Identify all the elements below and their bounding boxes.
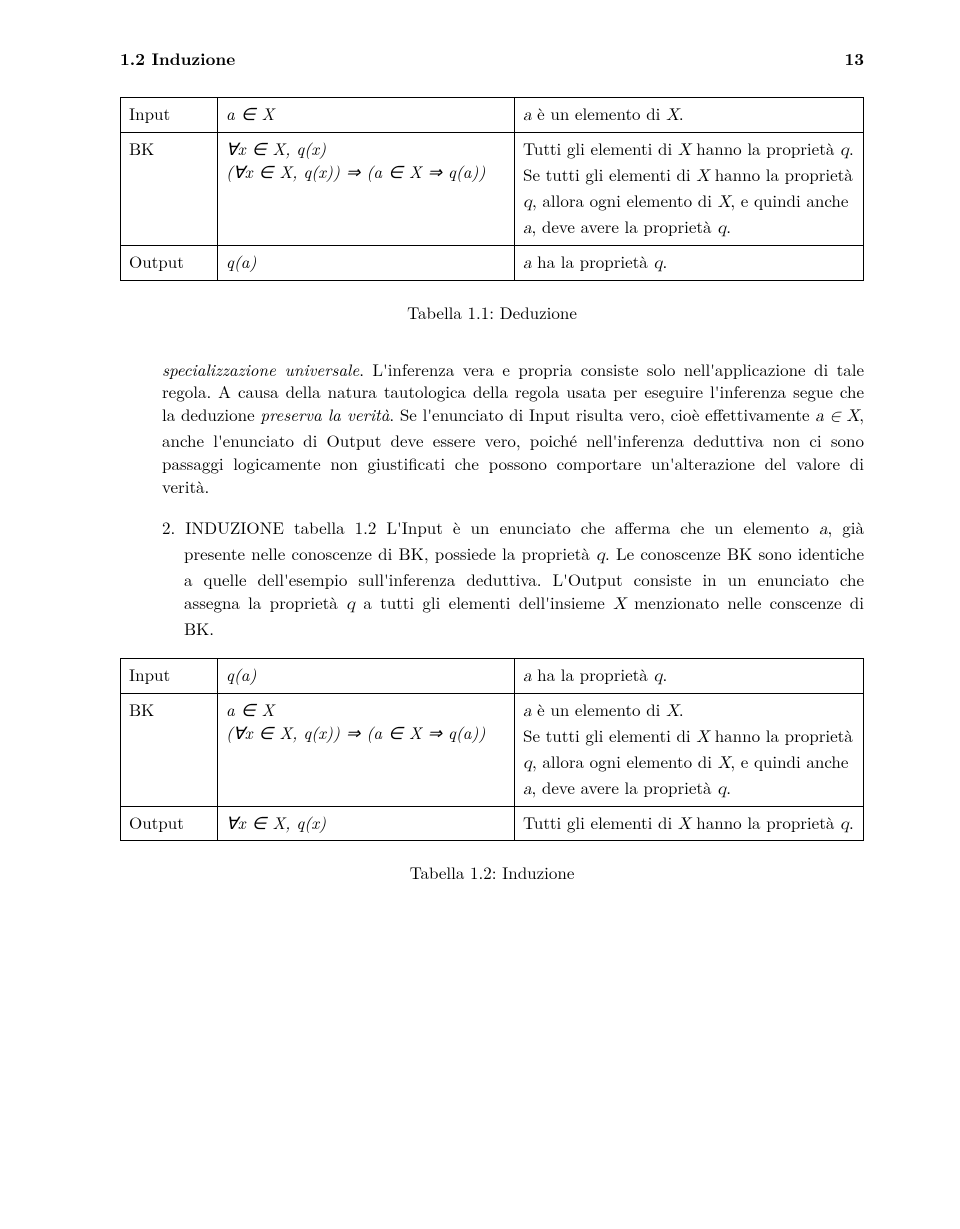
t1-input-desc: a è un elemento di X.: [515, 97, 864, 132]
term-specializzazione: specializzazione universale: [162, 357, 359, 381]
page-number: 13: [844, 48, 864, 71]
p2-q2-sym: q: [346, 596, 355, 613]
t2-input-desc: a ha la proprietà q.: [515, 658, 864, 693]
p1-d: . Se l'enunciato di Input risulta vero, …: [389, 402, 815, 426]
t2-bk-formula: a ∈ X (∀x ∈ X, q(x)) ⇒ (a ∈ X ⇒ q(a)): [218, 693, 515, 806]
t2-bk-desc: a è un elemento di X. Se tutti gli eleme…: [515, 693, 864, 806]
t1-output-label: Output: [121, 245, 218, 280]
item-number: 2.: [162, 515, 185, 539]
p2-a: INDUZIONE tabella 1.2 L'Input è un enunc…: [185, 515, 819, 539]
t1-bk-formula: ∀x ∈ X, q(x) (∀x ∈ X, q(x)) ⇒ (a ∈ X ⇒ q…: [218, 132, 515, 245]
p1-math: a ∈ X: [815, 408, 859, 425]
page-header: 1.2 Induzione 13: [120, 48, 864, 71]
t1-bk-desc: Tutti gli elementi di X hanno la proprie…: [515, 132, 864, 245]
t1-bk-label: BK: [121, 132, 218, 245]
t2-output-label: Output: [121, 806, 218, 841]
t2-input-formula: q(a): [218, 658, 515, 693]
t2-bk-formula-1: a ∈ X: [226, 698, 506, 721]
table-induzione: Input q(a) a ha la proprietà q. BK a ∈ X…: [120, 658, 864, 842]
paragraph-1: specializzazione universale. L'inferenza…: [162, 358, 864, 499]
t2-input-label: Input: [121, 658, 218, 693]
t2-output-desc: Tutti gli elementi di X hanno la proprie…: [515, 806, 864, 841]
p2-d: a tutti gli elementi dell'insieme: [355, 590, 613, 614]
caption-table-1: Tabella 1.1: Deduzione: [120, 301, 864, 324]
t1-input-formula: a ∈ X: [218, 97, 515, 132]
t1-bk-formula-2: (∀x ∈ X, q(x)) ⇒ (a ∈ X ⇒ q(a)): [226, 160, 506, 183]
t2-bk-label: BK: [121, 693, 218, 806]
table-deduzione: Input a ∈ X a è un elemento di X. BK ∀x …: [120, 97, 864, 281]
t2-output-formula: ∀x ∈ X, q(x): [218, 806, 515, 841]
term-preserva: preserva la verità: [260, 402, 389, 426]
p2-a-sym: a: [819, 521, 828, 538]
p2-q-sym: q: [596, 547, 605, 564]
p2-X-sym: X: [613, 596, 626, 613]
t1-input-label: Input: [121, 97, 218, 132]
t1-output-desc: a ha la proprietà q.: [515, 245, 864, 280]
list-item-2: 2. INDUZIONE tabella 1.2 L'Input è un en…: [162, 516, 864, 640]
caption-table-2: Tabella 1.2: Induzione: [120, 861, 864, 884]
section-label: 1.2 Induzione: [120, 48, 235, 71]
t2-bk-formula-2: (∀x ∈ X, q(x)) ⇒ (a ∈ X ⇒ q(a)): [226, 721, 506, 744]
body-text: specializzazione universale. L'inferenza…: [120, 358, 864, 640]
t1-bk-formula-1: ∀x ∈ X, q(x): [226, 137, 506, 160]
t1-output-formula: q(a): [218, 245, 515, 280]
